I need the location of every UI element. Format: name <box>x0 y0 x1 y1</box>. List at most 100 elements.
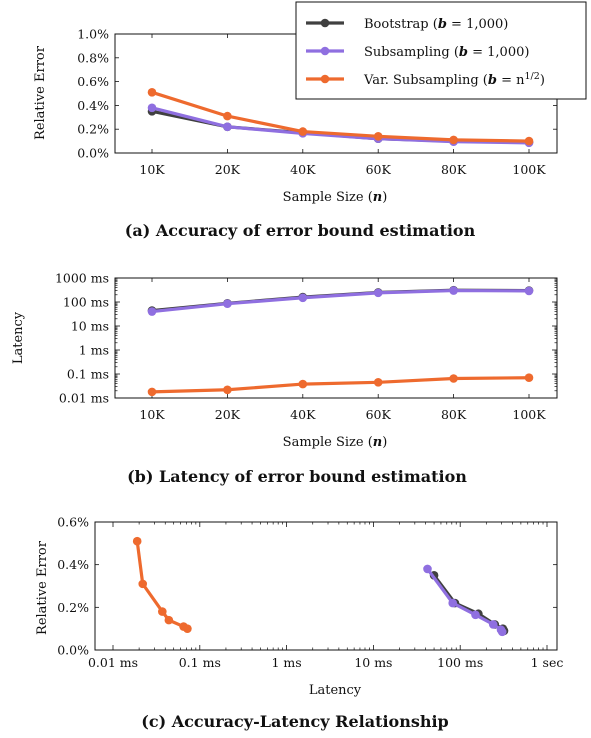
chart-b-point-var_subsampling-4 <box>449 374 458 383</box>
chart-a-ytick-label: 0.8% <box>77 50 109 65</box>
chart-a-point-var_subsampling-4 <box>449 135 458 145</box>
legend-label-var: b <box>488 73 497 88</box>
chart-b-line-var_subsampling <box>151 376 530 394</box>
chart-a-point-subsampling-1 <box>223 122 232 132</box>
chart-b-point-var_subsampling-1 <box>223 385 232 395</box>
chart-b-ytick-label: 1000 ms <box>55 271 109 286</box>
chart-c-point-subsampling-3 <box>488 620 498 629</box>
chart-b-xtick-label: 20K <box>215 407 241 422</box>
xlabel-text: Sample Size ( <box>283 190 373 205</box>
chart-c-ylabel: Relative Error <box>35 540 50 635</box>
chart-c-xtick-label: 0.01 ms <box>88 655 138 670</box>
legend-swatch-point-var_subsampling <box>320 74 330 84</box>
chart-c-xtick-label: 10 ms <box>354 655 392 670</box>
xlabel-text: ) <box>382 190 387 205</box>
chart-c-ytick-label: 0.4% <box>57 557 89 572</box>
chart-c-xtick-label: 1 sec <box>531 655 564 670</box>
chart-a-point-var_subsampling-5 <box>524 136 534 146</box>
legend-swatch-point-subsampling <box>320 46 330 56</box>
legend-label-sup: 1/2 <box>525 71 540 82</box>
legend-label-bootstrap: Bootstrap (b = 1,000) <box>364 17 508 32</box>
legend-label-var: b <box>459 45 468 60</box>
chart-c-point-var_subsampling-2 <box>158 607 167 616</box>
chart-c-caption: (c) Accuracy-Latency Relationship <box>141 712 449 731</box>
chart-b-ytick-label: 0.01 ms <box>59 391 109 406</box>
chart-b-xtick-label: 40K <box>290 407 316 422</box>
legend-label-var: b <box>438 17 447 32</box>
chart-b-point-var_subsampling-5 <box>524 373 534 383</box>
chart-b-point-subsampling-5 <box>524 286 534 296</box>
chart-b-ylabel: Latency <box>11 311 26 364</box>
legend-box <box>295 1 587 100</box>
chart-a-point-var_subsampling-3 <box>373 132 383 141</box>
chart-a-xtick-label: 10K <box>139 162 165 177</box>
chart-b-point-subsampling-2 <box>298 293 308 303</box>
chart-b-line-bootstrap <box>151 288 530 313</box>
chart-a-point-subsampling-0 <box>147 103 157 113</box>
chart-c-ytick-label: 0.2% <box>57 600 89 615</box>
chart-b-xtick-label: 100K <box>512 407 546 422</box>
chart-c-point-var_subsampling-3 <box>164 615 174 625</box>
legend-label-text: Subsampling ( <box>364 45 459 60</box>
chart-c-xlabel: Latency <box>309 683 362 698</box>
chart-c: 0.01 ms 0.1 ms 1 ms 10 ms 100 ms 1 sec 0.0% 0.2… <box>35 515 563 732</box>
chart-b: 0.01 ms 0.1 ms 1 ms 10 ms 100 ms 1000 ms 10K 20… <box>11 271 558 486</box>
chart-a-line-subsampling <box>151 106 530 145</box>
chart-a: 0.0% 0.2% 0.4% 0.6% 0.8% 1.0% 10K 20K 40K 60K 80K 1… <box>33 27 558 240</box>
legend-label-text: ) <box>540 73 545 88</box>
chart-a-ytick-label: 0.2% <box>77 122 109 137</box>
legend-label-var_subsampling: Var. Subsampling (b = n1/2) <box>363 71 545 89</box>
chart-b-ytick-label: 10 ms <box>71 319 109 334</box>
chart-b-point-subsampling-3 <box>373 288 383 298</box>
chart-b-point-subsampling-0 <box>147 307 157 316</box>
chart-c-point-subsampling-2 <box>471 610 480 620</box>
legend-label-text: = 1,000) <box>468 45 529 60</box>
chart-b-xtick-label: 10K <box>139 407 165 422</box>
chart-a-xtick-label: 20K <box>215 162 241 177</box>
xlabel-var: n <box>373 435 382 450</box>
chart-b-point-var_subsampling-2 <box>298 379 308 389</box>
chart-a-xlabel: Sample Size (n) <box>283 190 388 205</box>
chart-a-ytick-label: 0.4% <box>77 98 109 113</box>
chart-a-line-bootstrap <box>151 109 530 144</box>
chart-a-ylabel: Relative Error <box>33 45 48 140</box>
chart-b-ytick-label: 1 ms <box>79 343 109 358</box>
chart-b-point-var_subsampling-0 <box>147 387 157 397</box>
chart-a-line-var_subsampling <box>151 90 530 143</box>
chart-c-point-var_subsampling-0 <box>132 536 142 546</box>
chart-b-point-var_subsampling-3 <box>373 378 383 387</box>
legend-label-text: Bootstrap ( <box>364 17 438 32</box>
chart-a-ytick-label: 0.0% <box>77 146 109 161</box>
chart-a-point-var_subsampling-1 <box>223 111 232 121</box>
chart-b-ytick-label: 0.1 ms <box>67 367 109 382</box>
legend-label-subsampling: Subsampling (b = 1,000) <box>364 45 529 60</box>
chart-a-point-var_subsampling-2 <box>298 127 308 136</box>
xlabel-var: n <box>373 190 382 205</box>
chart-b-line-subsampling <box>151 288 530 314</box>
legend <box>295 1 587 100</box>
chart-c-ytick-label: 0.0% <box>57 643 89 658</box>
chart-a-point-var_subsampling-0 <box>147 88 157 97</box>
chart-c-frame <box>94 521 558 651</box>
legend-swatch-point-bootstrap <box>320 18 330 28</box>
xlabel-text: Sample Size ( <box>283 435 373 450</box>
chart-b-frame <box>114 277 558 399</box>
chart-b-point-subsampling-1 <box>223 299 232 308</box>
chart-b-xlabel: Sample Size (n) <box>283 435 388 450</box>
chart-a-ytick-label: 0.6% <box>77 74 109 89</box>
legend-label-text: = 1,000) <box>447 17 508 32</box>
chart-c-point-subsampling-1 <box>448 598 458 608</box>
chart-c-point-var_subsampling-1 <box>138 579 148 589</box>
chart-c-point-subsampling-0 <box>423 564 432 574</box>
chart-b-xtick-label: 60K <box>366 407 392 422</box>
chart-c-point-subsampling-5 <box>497 627 507 637</box>
chart-c-xtick-label: 1 ms <box>271 655 301 670</box>
chart-c-xtick-label: 100 ms <box>437 655 483 670</box>
chart-a-xtick-label: 60K <box>366 162 392 177</box>
chart-b-ytick-label: 100 ms <box>63 295 109 310</box>
chart-a-xtick-label: 40K <box>290 162 316 177</box>
xlabel-text: ) <box>382 435 387 450</box>
chart-b-caption: (b) Latency of error bound estimation <box>127 467 467 486</box>
chart-a-ytick-label: 1.0% <box>77 27 109 42</box>
